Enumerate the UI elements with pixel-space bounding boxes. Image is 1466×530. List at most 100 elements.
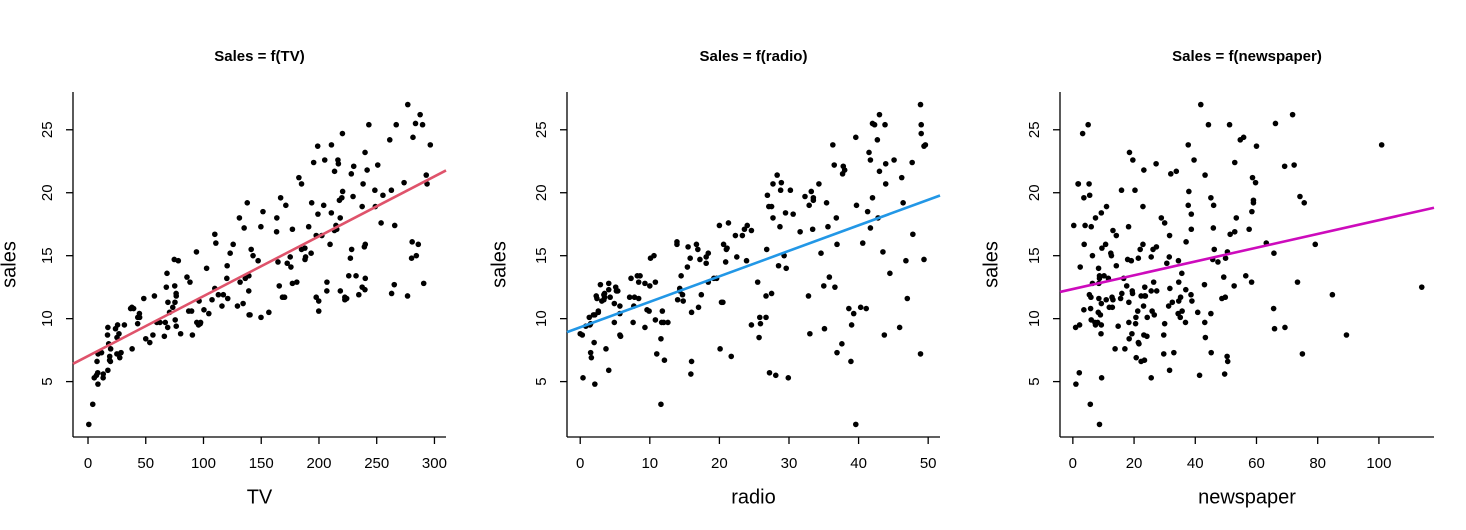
point [787,187,794,194]
point [401,179,407,186]
point [881,332,888,338]
point [1291,162,1297,168]
point [904,295,911,302]
point [1088,223,1095,230]
point [586,314,593,321]
point [763,246,770,253]
point [826,274,833,280]
point [1248,279,1255,285]
y-axis-label: sales [488,241,510,288]
point [1233,215,1240,221]
point [1250,200,1257,206]
point [1166,232,1173,239]
point [308,250,314,256]
point [628,275,634,282]
point [1169,299,1176,306]
point [601,291,607,298]
point [1186,188,1192,195]
point [597,281,604,288]
point [1164,260,1170,267]
point [770,181,776,187]
point [603,346,609,352]
point [848,358,854,365]
point [331,168,338,175]
point [388,290,395,297]
point [1086,192,1093,199]
point [1249,208,1255,215]
point [1108,250,1114,256]
point [142,335,149,342]
point [237,279,243,285]
point [652,317,659,323]
point [917,351,924,357]
point [1226,121,1233,128]
point [728,353,735,360]
point [1161,220,1168,226]
point [1112,346,1118,352]
point [1252,179,1259,186]
point [1101,273,1107,279]
point [611,319,618,326]
point [1087,401,1094,408]
point [748,322,755,328]
point [1095,309,1102,316]
point [91,375,98,381]
point [220,291,227,298]
point [1202,334,1209,341]
point [364,167,370,173]
point [834,241,840,248]
point [327,241,333,248]
point [276,283,283,289]
point [409,239,415,245]
point [725,220,732,226]
point [244,200,251,206]
point [739,232,746,239]
point [652,279,659,285]
x-tick-label: 60 [1248,455,1265,472]
y-tick-label: 25 [1026,121,1043,138]
point [592,312,598,318]
point [350,163,357,170]
point [665,319,671,326]
point [768,203,775,210]
point [674,296,681,303]
point [116,354,123,361]
point [1177,294,1184,301]
point [175,257,182,264]
x-tick-label: 20 [1126,455,1143,472]
point [1208,194,1214,201]
point [1110,296,1116,303]
point [224,262,230,269]
point [1096,295,1102,302]
point [1082,222,1088,229]
point [209,296,215,303]
point [1153,288,1160,294]
point [273,228,280,235]
point [1166,254,1173,260]
point [1133,314,1139,321]
point [1182,319,1189,326]
point [339,130,346,137]
point [305,223,312,230]
point [917,101,924,108]
point [757,320,764,327]
y-tick-label: 20 [533,184,550,201]
point [1124,256,1131,263]
point [298,181,305,187]
x-tick-label: 100 [1366,455,1391,472]
point [592,381,598,387]
point [1129,288,1136,294]
point [114,351,120,357]
point [825,223,831,230]
point [1281,163,1288,170]
point [136,314,143,321]
point [172,299,178,306]
panel: Sales = f(TV) TV sales 0 50 100 150 200 250 300 5 1… [0,48,447,508]
point [617,303,623,309]
point [716,222,723,229]
point [1202,172,1208,178]
point [1271,250,1277,256]
point [1312,241,1319,248]
point [1070,222,1077,229]
point [1096,273,1103,279]
